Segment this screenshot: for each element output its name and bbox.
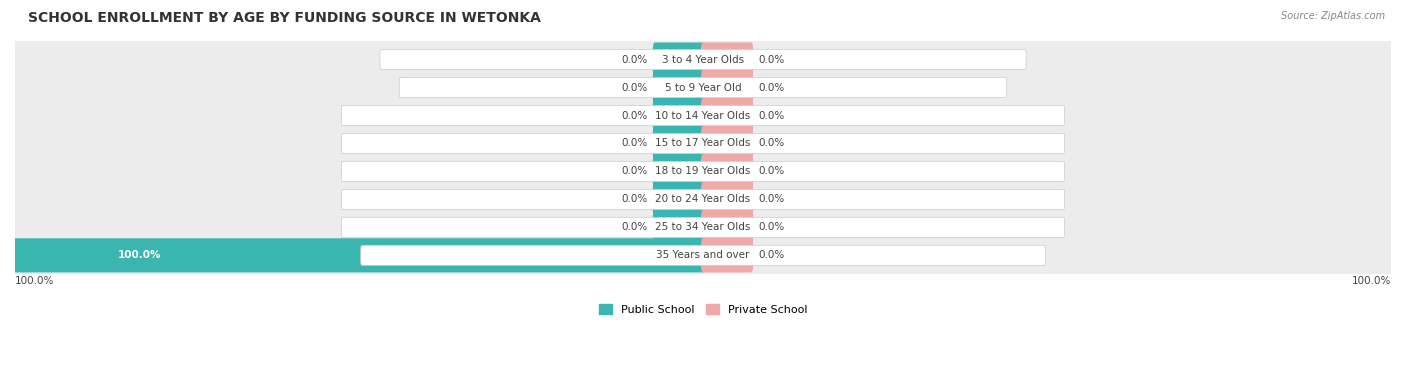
FancyBboxPatch shape <box>11 146 1395 197</box>
Text: 0.0%: 0.0% <box>621 55 648 64</box>
Text: 0.0%: 0.0% <box>758 83 785 92</box>
Text: 100.0%: 100.0% <box>1351 276 1391 286</box>
Text: 35 Years and over: 35 Years and over <box>657 250 749 261</box>
FancyBboxPatch shape <box>342 161 1064 181</box>
FancyBboxPatch shape <box>11 90 1395 141</box>
FancyBboxPatch shape <box>11 34 1395 85</box>
Text: 100.0%: 100.0% <box>15 276 55 286</box>
FancyBboxPatch shape <box>652 43 704 77</box>
FancyBboxPatch shape <box>702 210 754 244</box>
FancyBboxPatch shape <box>652 98 704 133</box>
FancyBboxPatch shape <box>342 106 1064 126</box>
Text: 10 to 14 Year Olds: 10 to 14 Year Olds <box>655 110 751 121</box>
FancyBboxPatch shape <box>652 182 704 216</box>
Text: SCHOOL ENROLLMENT BY AGE BY FUNDING SOURCE IN WETONKA: SCHOOL ENROLLMENT BY AGE BY FUNDING SOUR… <box>28 11 541 25</box>
FancyBboxPatch shape <box>652 210 704 244</box>
Text: 0.0%: 0.0% <box>621 166 648 176</box>
FancyBboxPatch shape <box>380 49 1026 70</box>
FancyBboxPatch shape <box>342 189 1064 210</box>
Text: 0.0%: 0.0% <box>621 138 648 149</box>
Text: 18 to 19 Year Olds: 18 to 19 Year Olds <box>655 166 751 176</box>
Text: 100.0%: 100.0% <box>118 250 162 261</box>
Text: 15 to 17 Year Olds: 15 to 17 Year Olds <box>655 138 751 149</box>
Text: 0.0%: 0.0% <box>758 250 785 261</box>
FancyBboxPatch shape <box>652 126 704 161</box>
Text: 0.0%: 0.0% <box>758 138 785 149</box>
FancyBboxPatch shape <box>13 238 704 273</box>
FancyBboxPatch shape <box>652 155 704 188</box>
FancyBboxPatch shape <box>399 77 1007 98</box>
Text: Source: ZipAtlas.com: Source: ZipAtlas.com <box>1281 11 1385 21</box>
FancyBboxPatch shape <box>11 202 1395 253</box>
Text: 0.0%: 0.0% <box>758 55 785 64</box>
Text: 0.0%: 0.0% <box>758 166 785 176</box>
FancyBboxPatch shape <box>11 230 1395 280</box>
FancyBboxPatch shape <box>702 238 754 273</box>
FancyBboxPatch shape <box>361 245 1045 265</box>
FancyBboxPatch shape <box>702 155 754 188</box>
FancyBboxPatch shape <box>702 182 754 216</box>
FancyBboxPatch shape <box>702 70 754 104</box>
Text: 0.0%: 0.0% <box>621 222 648 232</box>
Text: 0.0%: 0.0% <box>758 110 785 121</box>
Text: 5 to 9 Year Old: 5 to 9 Year Old <box>665 83 741 92</box>
Text: 0.0%: 0.0% <box>621 195 648 204</box>
FancyBboxPatch shape <box>342 133 1064 153</box>
Text: 0.0%: 0.0% <box>758 195 785 204</box>
FancyBboxPatch shape <box>702 98 754 133</box>
Text: 0.0%: 0.0% <box>621 83 648 92</box>
Text: 20 to 24 Year Olds: 20 to 24 Year Olds <box>655 195 751 204</box>
FancyBboxPatch shape <box>11 118 1395 169</box>
Text: 0.0%: 0.0% <box>621 110 648 121</box>
FancyBboxPatch shape <box>652 70 704 104</box>
FancyBboxPatch shape <box>342 217 1064 238</box>
Text: 0.0%: 0.0% <box>758 222 785 232</box>
Text: 25 to 34 Year Olds: 25 to 34 Year Olds <box>655 222 751 232</box>
FancyBboxPatch shape <box>11 174 1395 225</box>
Text: 3 to 4 Year Olds: 3 to 4 Year Olds <box>662 55 744 64</box>
Legend: Public School, Private School: Public School, Private School <box>595 299 811 319</box>
FancyBboxPatch shape <box>702 43 754 77</box>
FancyBboxPatch shape <box>11 62 1395 113</box>
FancyBboxPatch shape <box>702 126 754 161</box>
